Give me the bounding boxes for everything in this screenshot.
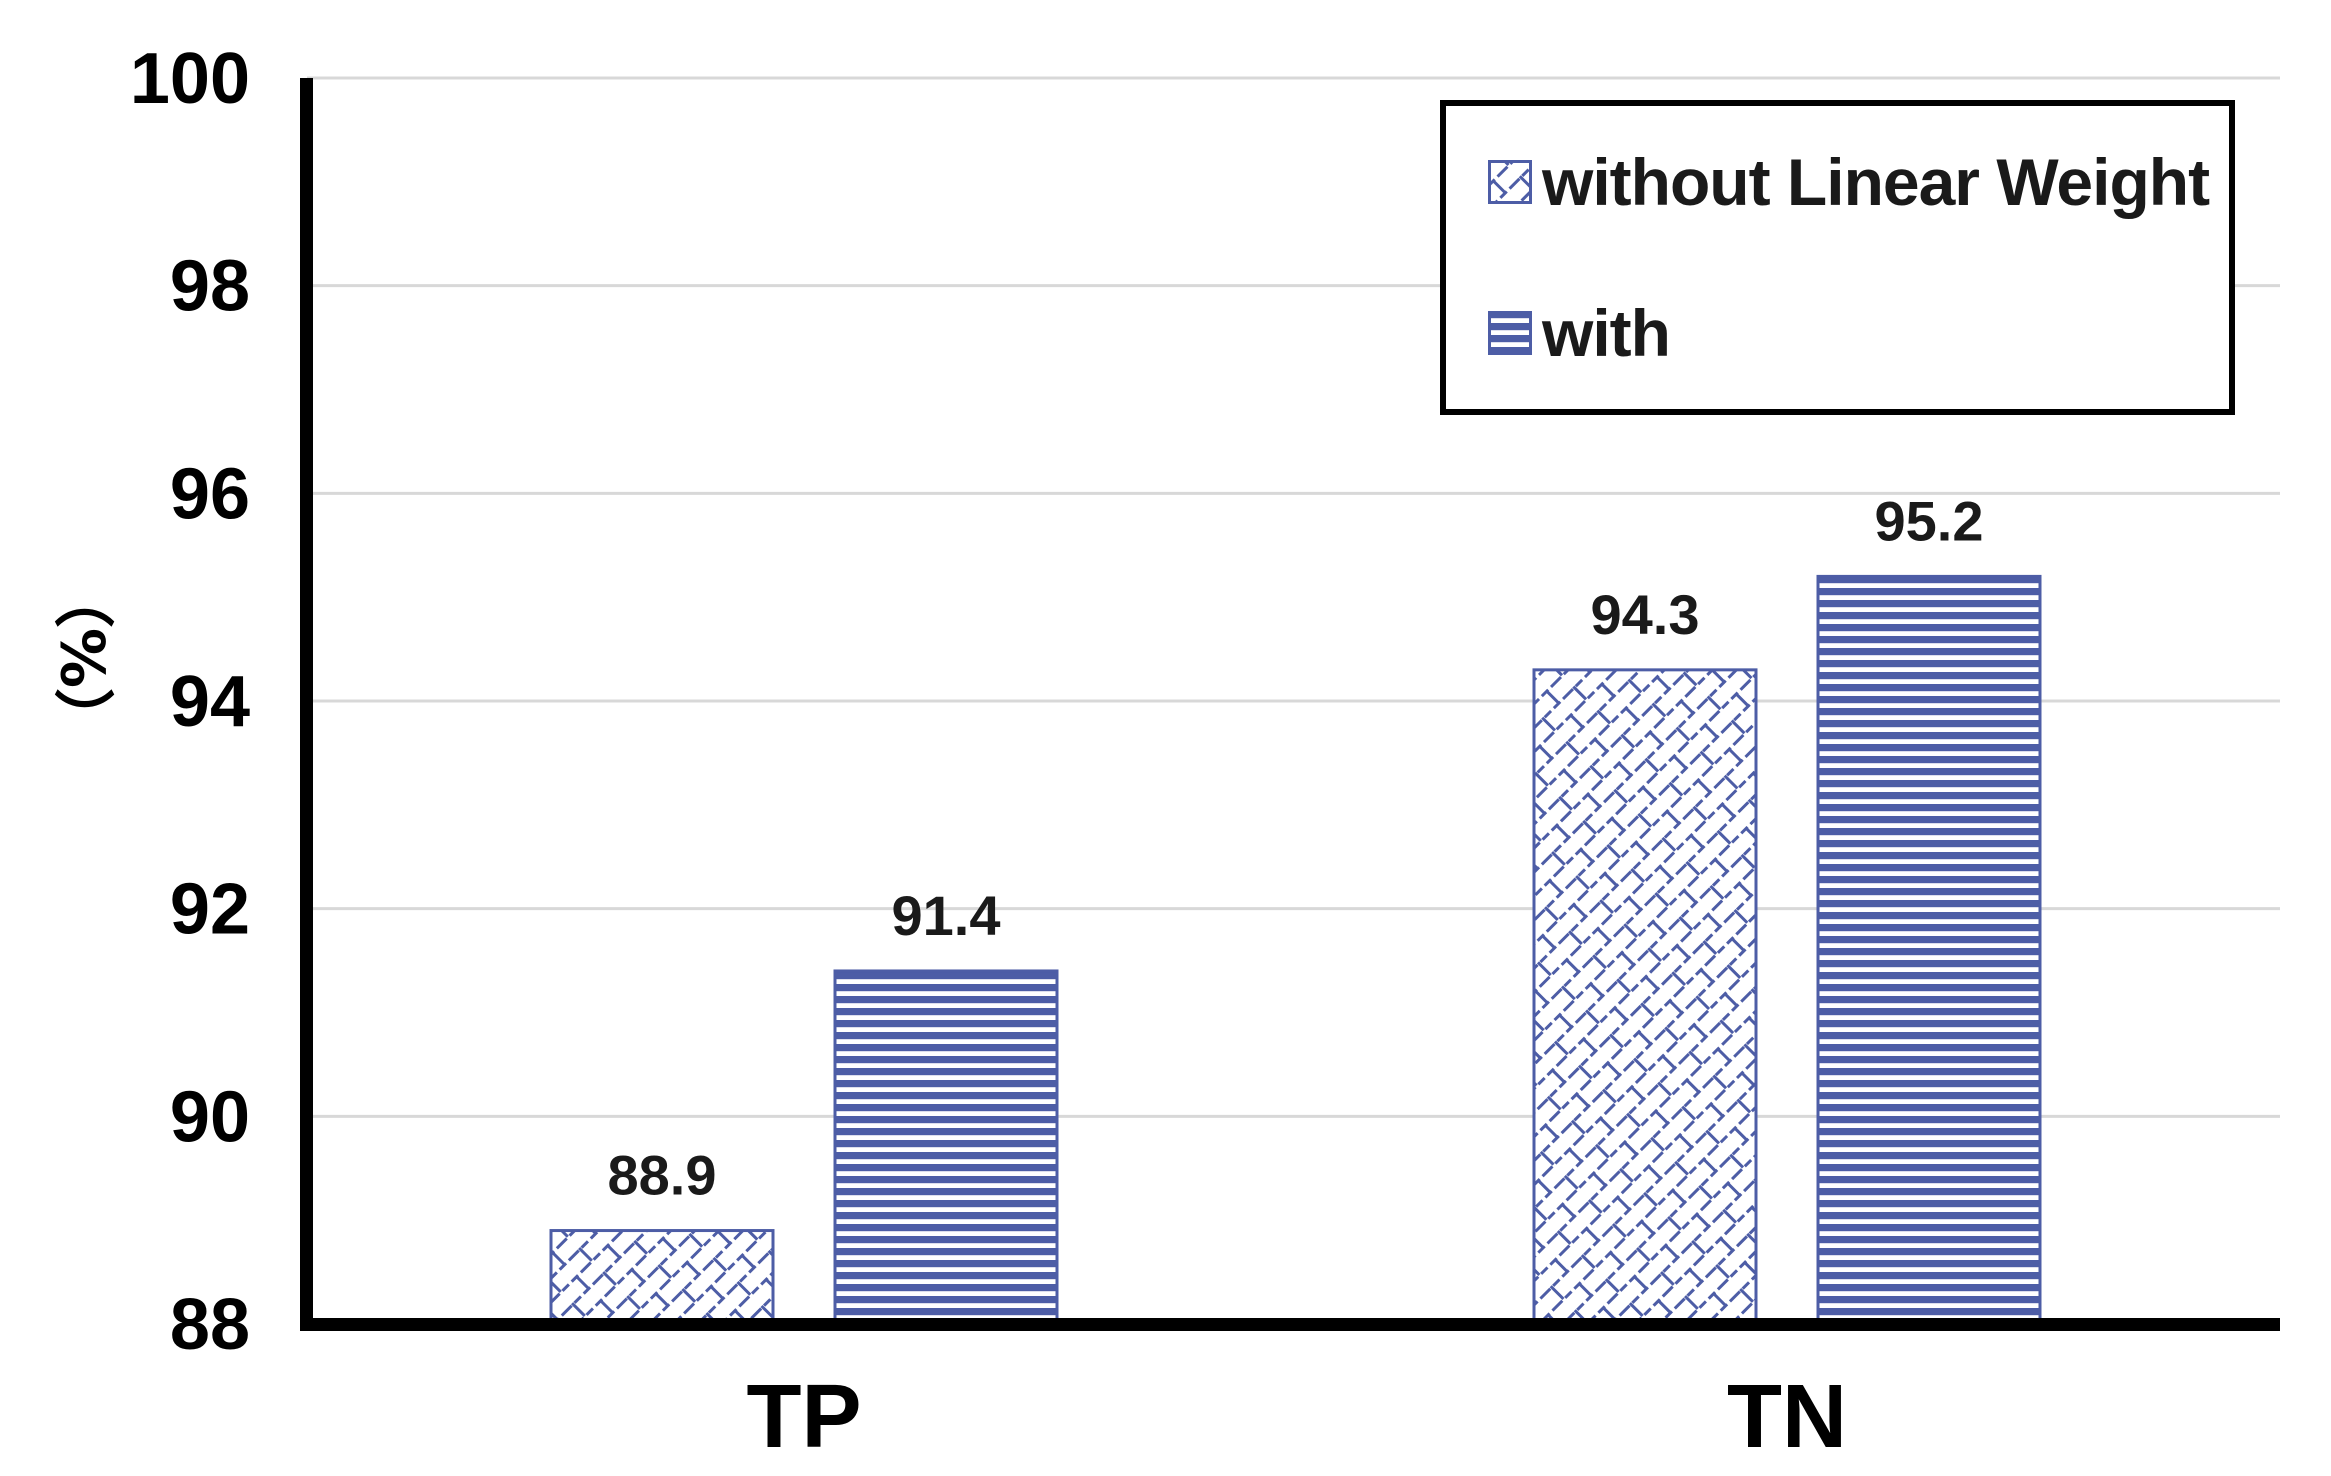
- x-category-label: TN: [1727, 1367, 1847, 1467]
- y-tick-label: 100: [130, 39, 250, 119]
- data-label: 95.2: [1875, 489, 1984, 552]
- y-tick-label: 90: [170, 1077, 250, 1157]
- legend-item-without-linear-weight: without Linear Weight: [1488, 149, 2229, 215]
- data-label: 91.4: [892, 884, 1001, 947]
- x-axis-line: [300, 1318, 2280, 1331]
- y-tick-label: 94: [170, 662, 250, 742]
- y-tick-label: 92: [170, 870, 250, 950]
- y-axis-title: （%）: [46, 567, 117, 749]
- y-tick-label: 98: [170, 247, 250, 327]
- data-label: 94.3: [1591, 583, 1700, 646]
- horizontal-stripes-swatch-icon: [1488, 311, 1532, 356]
- data-label: 88.9: [608, 1144, 717, 1207]
- legend-item-with: with: [1488, 300, 2229, 366]
- bar-TN-with: [1816, 574, 2042, 1326]
- bar-TP-with: [833, 969, 1059, 1326]
- legend-label: with: [1542, 296, 1671, 371]
- bar-TN-without-linear-weight: [1532, 668, 1758, 1326]
- legend-label: without Linear Weight: [1542, 144, 2210, 219]
- y-tick-label: 96: [170, 454, 250, 534]
- y-tick-label: 88: [170, 1285, 250, 1365]
- diagonal-brick-swatch-icon: [1488, 159, 1532, 204]
- y-axis-line: [300, 78, 313, 1331]
- legend: without Linear Weight with: [1440, 100, 2235, 415]
- x-category-label: TP: [746, 1367, 861, 1467]
- bar-TP-without-linear-weight: [549, 1229, 775, 1326]
